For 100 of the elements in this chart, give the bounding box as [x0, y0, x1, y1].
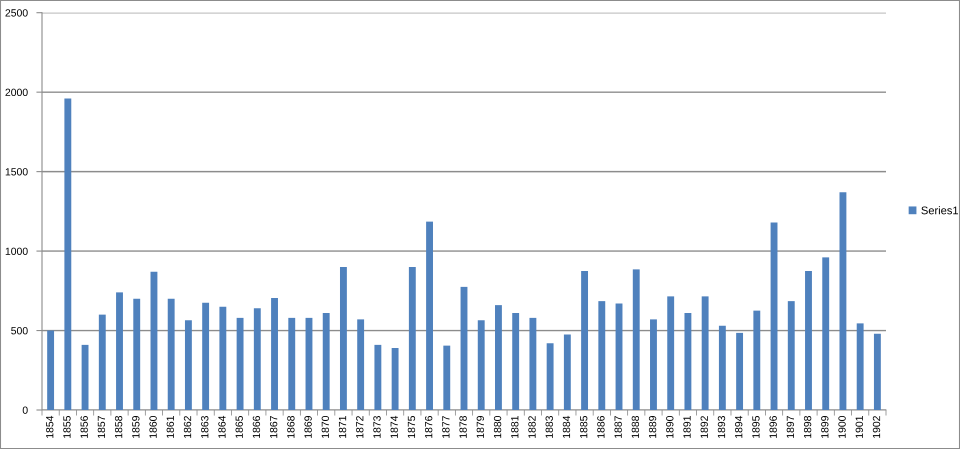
bar — [374, 344, 382, 410]
bar — [47, 330, 54, 410]
x-tick-label: 1869 — [304, 416, 312, 438]
x-tick-label: 1868 — [287, 416, 295, 438]
bar — [460, 286, 468, 410]
bar — [718, 326, 726, 410]
x-tick-label: 1883 — [546, 416, 553, 438]
bar — [546, 343, 554, 410]
x-tick-label: 1881 — [511, 416, 518, 438]
y-tick-label: 2000 — [5, 88, 28, 96]
bar — [581, 270, 588, 410]
x-tick-label: 1854 — [46, 416, 54, 438]
bar — [340, 266, 347, 410]
y-tick-label: 500 — [11, 327, 28, 334]
x-tick-label: 1897 — [786, 416, 794, 438]
x-tick-label: 1861 — [166, 416, 174, 438]
bar — [650, 319, 657, 410]
x-tick-label: 1862 — [184, 416, 192, 438]
x-tick-label: 1882 — [528, 416, 536, 438]
bar — [116, 292, 123, 410]
bar — [598, 301, 606, 410]
bar — [736, 332, 744, 410]
x-tick-label: 1855 — [63, 416, 71, 438]
bar — [392, 348, 399, 410]
x-tick-label: 1894 — [735, 416, 742, 438]
bar — [357, 319, 364, 410]
bar — [184, 320, 192, 410]
x-tick-label: 1863 — [201, 416, 208, 438]
bar — [632, 269, 640, 410]
y-tick-label: 2500 — [5, 9, 28, 17]
bar — [202, 302, 210, 410]
x-tick-label: 1857 — [98, 416, 106, 438]
x-tick-label: 1893 — [718, 416, 726, 438]
bar — [702, 296, 709, 410]
bar — [788, 301, 795, 410]
bar — [443, 346, 450, 410]
x-tick-label: 1864 — [218, 416, 226, 438]
x-tick-label: 1872 — [356, 416, 364, 438]
x-tick-label: 1859 — [132, 416, 140, 438]
bar — [856, 323, 864, 410]
bar — [150, 272, 158, 410]
x-tick-label: 1885 — [580, 416, 588, 438]
x-tick-label: 1877 — [442, 416, 450, 438]
bar — [426, 222, 433, 410]
legend-label: Series1 — [921, 206, 958, 214]
bar — [408, 266, 416, 410]
bar — [98, 314, 106, 410]
x-tick-label: 1880 — [494, 416, 502, 438]
x-tick-label: 1888 — [632, 416, 640, 438]
bar — [288, 318, 296, 410]
bar — [529, 318, 536, 410]
x-tick-label: 1879 — [476, 416, 484, 438]
x-tick-label: 1892 — [700, 416, 708, 438]
bar — [133, 298, 140, 410]
x-tick-label: 1898 — [804, 416, 812, 438]
x-tick-label: 1867 — [270, 416, 278, 438]
x-tick-label: 1900 — [838, 416, 846, 438]
x-tick-label: 1876 — [424, 416, 432, 438]
x-tick-label: 1873 — [373, 416, 381, 438]
x-tick-label: 1884 — [562, 416, 570, 438]
bar — [306, 318, 312, 410]
bar — [64, 98, 72, 410]
bar — [82, 344, 89, 410]
x-tick-label: 1860 — [149, 416, 157, 438]
bar — [271, 298, 278, 410]
x-tick-label: 1886 — [597, 416, 605, 438]
x-tick-label: 1890 — [666, 416, 674, 438]
bar — [322, 313, 330, 410]
x-tick-label: 1865 — [236, 416, 243, 438]
x-tick-label: 1887 — [614, 416, 622, 438]
bar — [874, 334, 881, 410]
bar — [753, 310, 760, 410]
bar — [236, 318, 244, 410]
x-tick-label: 1899 — [821, 416, 829, 438]
y-tick-label: 1000 — [6, 248, 28, 255]
bar — [512, 313, 520, 410]
bar — [839, 192, 846, 410]
x-tick-label: 1895 — [752, 416, 760, 438]
bar — [616, 304, 622, 410]
bar — [822, 257, 830, 410]
x-tick-label: 1875 — [408, 416, 416, 438]
bar — [254, 308, 261, 410]
x-tick-label: 1858 — [114, 416, 122, 438]
x-tick-label: 1866 — [252, 416, 260, 438]
x-tick-label: 1896 — [769, 416, 777, 438]
bar — [564, 334, 571, 410]
x-tick-label: 1889 — [648, 416, 656, 438]
x-tick-label: 1902 — [872, 416, 880, 438]
x-tick-label: 1871 — [338, 416, 346, 438]
bar — [478, 320, 485, 410]
bar — [805, 270, 812, 410]
x-tick-label: 1870 — [322, 416, 329, 438]
bar — [667, 296, 674, 410]
x-tick-label: 1901 — [856, 416, 863, 438]
y-tick-label: 0 — [22, 406, 28, 414]
x-tick-label: 1891 — [683, 416, 691, 438]
bar — [770, 222, 778, 410]
bar — [168, 298, 175, 410]
y-tick-label: 1500 — [6, 168, 28, 176]
bar — [495, 305, 502, 410]
